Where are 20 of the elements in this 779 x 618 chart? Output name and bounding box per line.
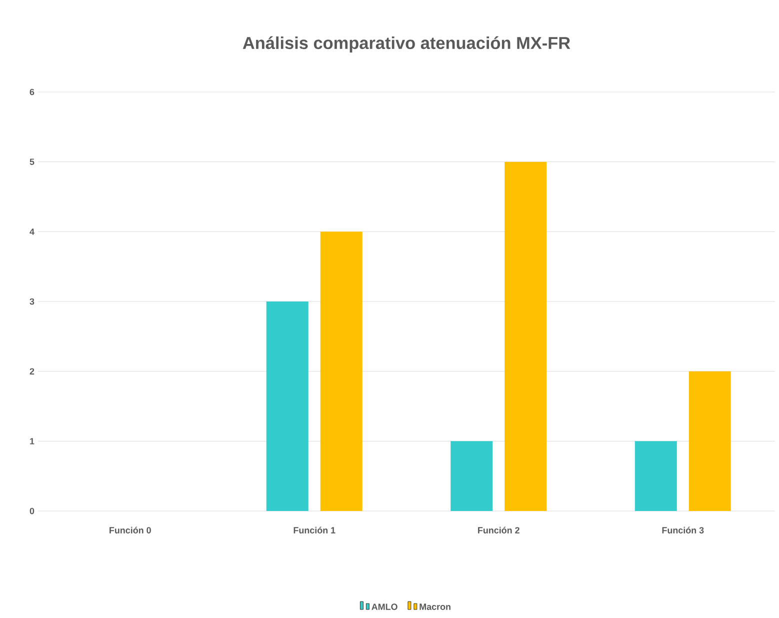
legend-label: Macron (420, 604, 450, 610)
bar (266, 302, 308, 511)
bar (504, 162, 547, 511)
bar (688, 371, 731, 511)
x-tick-label: Función 3 (662, 526, 704, 534)
y-tick-label: 4 (30, 228, 34, 235)
x-tick-label: Función 2 (478, 526, 520, 534)
y-tick-label: 2 (30, 368, 34, 374)
bar (450, 441, 493, 511)
y-tick-label: 6 (30, 88, 34, 96)
y-tick-label: 0 (30, 508, 34, 514)
bar (320, 232, 362, 511)
x-tick-label: Función 1 (294, 526, 336, 534)
chart-title: Análisis comparativo atenuación MX-FR (242, 36, 570, 53)
y-tick-label: 1 (30, 438, 34, 444)
y-tick-label: 3 (30, 298, 34, 305)
x-tick-label: Función 0 (110, 526, 151, 534)
bar (634, 441, 677, 511)
y-tick-label: 5 (30, 158, 34, 165)
legend-label: AMLO (372, 604, 398, 610)
